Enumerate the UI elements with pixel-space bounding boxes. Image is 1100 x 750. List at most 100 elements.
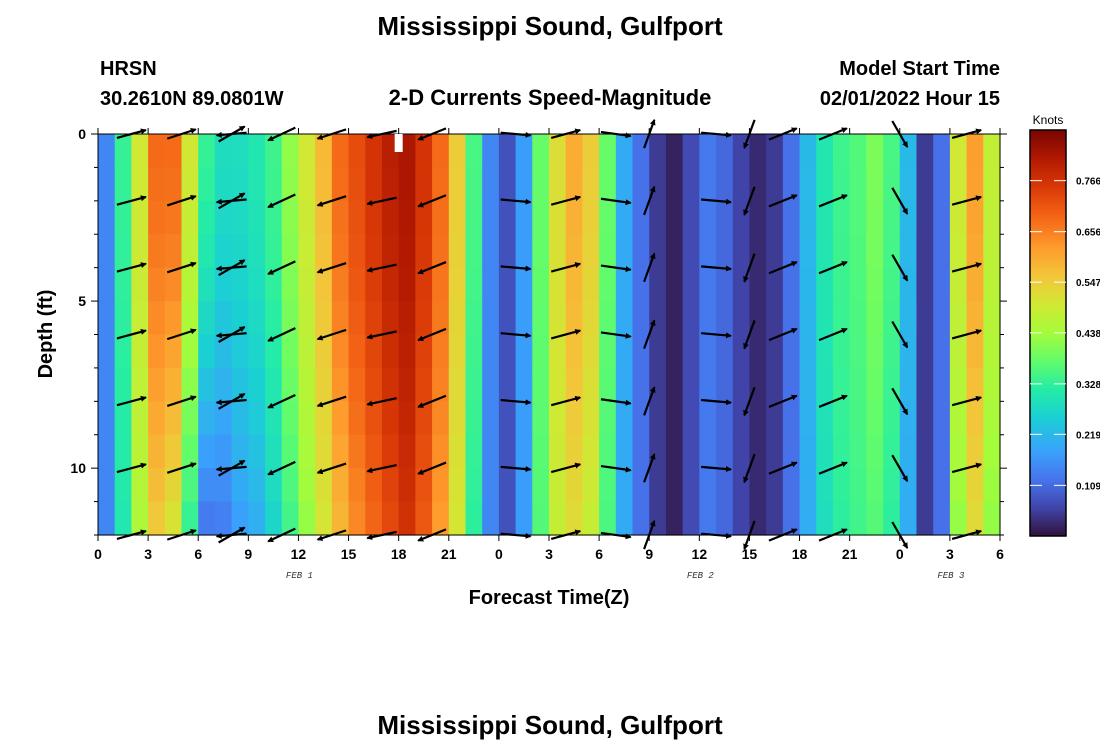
current-arrow bbox=[891, 454, 909, 483]
heatmap-cell bbox=[649, 167, 667, 202]
heatmap-cell bbox=[298, 434, 316, 469]
heatmap-cell bbox=[181, 167, 199, 202]
heatmap-cell bbox=[114, 334, 133, 369]
heatmap-cell bbox=[782, 167, 801, 202]
heatmap-cell bbox=[582, 501, 600, 536]
heatmap-cell bbox=[214, 200, 233, 235]
heatmap-cell bbox=[98, 134, 116, 169]
heatmap-cell bbox=[315, 401, 333, 436]
heatmap-cell bbox=[816, 434, 834, 469]
x-tick-label: 18 bbox=[391, 546, 407, 562]
heatmap-cell bbox=[465, 334, 483, 369]
heatmap-cell bbox=[281, 468, 300, 503]
heatmap-cell bbox=[749, 468, 767, 503]
current-arrow bbox=[417, 327, 447, 342]
heatmap-cell bbox=[916, 167, 934, 202]
heatmap-cell bbox=[465, 167, 483, 202]
heatmap-cell bbox=[799, 134, 817, 169]
current-arrow bbox=[550, 395, 582, 407]
heatmap-cell bbox=[298, 468, 316, 503]
heatmap-cell bbox=[448, 234, 467, 269]
current-arrow bbox=[267, 260, 296, 276]
heatmap-cell bbox=[381, 501, 400, 536]
heatmap-cell bbox=[933, 134, 951, 169]
heatmap-cell bbox=[916, 501, 934, 536]
heatmap-cell bbox=[298, 367, 316, 402]
heatmap-cell bbox=[498, 501, 517, 536]
heatmap-cell bbox=[866, 200, 884, 235]
heatmap-cell bbox=[198, 200, 216, 235]
heatmap-cell bbox=[866, 434, 884, 469]
current-arrow bbox=[768, 327, 798, 342]
heatmap-cell bbox=[532, 434, 550, 469]
heatmap-cell bbox=[682, 468, 700, 503]
heatmap-cell bbox=[532, 267, 550, 302]
heatmap-cell bbox=[682, 234, 700, 269]
current-arrow bbox=[951, 262, 983, 273]
x-tick-label: 3 bbox=[946, 546, 954, 562]
heatmap-cell bbox=[331, 501, 350, 536]
heatmap-cell bbox=[883, 468, 901, 503]
current-arrow bbox=[700, 198, 732, 205]
heatmap-cell bbox=[716, 200, 734, 235]
heatmap-cell bbox=[615, 334, 634, 369]
heatmap-cell bbox=[532, 468, 550, 503]
heatmap-cell bbox=[916, 434, 934, 469]
current-arrow bbox=[116, 462, 147, 474]
heatmap-cell bbox=[114, 501, 133, 536]
heatmap-cell bbox=[599, 367, 617, 402]
heatmap-cell bbox=[766, 501, 784, 536]
heatmap-cell bbox=[916, 468, 934, 503]
heatmap-cell bbox=[532, 501, 550, 536]
heatmap-cell bbox=[649, 200, 667, 235]
heatmap-cell bbox=[866, 468, 884, 503]
heatmap-cell bbox=[682, 167, 700, 202]
heatmap-cell bbox=[448, 267, 467, 302]
heatmap-cell bbox=[665, 134, 684, 169]
heatmap-cell bbox=[248, 501, 266, 536]
heatmap-cell bbox=[265, 234, 283, 269]
heatmap-cell bbox=[649, 401, 667, 436]
heatmap-cell bbox=[716, 334, 734, 369]
heatmap-cell bbox=[649, 501, 667, 536]
heatmap-cell bbox=[465, 301, 483, 336]
heatmap-cell bbox=[214, 301, 233, 336]
heatmap-cell bbox=[582, 234, 600, 269]
heatmap-cell bbox=[265, 501, 283, 536]
colorbar-tick-label: 0.219 bbox=[1076, 430, 1100, 441]
heatmap-cell bbox=[933, 234, 951, 269]
heatmap-cell bbox=[181, 234, 199, 269]
heatmap-cell bbox=[515, 234, 533, 269]
heatmap-cell bbox=[983, 301, 1001, 336]
heatmap-cell bbox=[181, 501, 199, 536]
heatmap-cell bbox=[866, 234, 884, 269]
heatmap-cell bbox=[214, 468, 233, 503]
heatmap-cell bbox=[949, 468, 968, 503]
heatmap-cell bbox=[899, 301, 918, 336]
heatmap-cell bbox=[966, 167, 984, 202]
heatmap-cell bbox=[198, 334, 216, 369]
heatmap-cell bbox=[181, 367, 199, 402]
heatmap-cell bbox=[615, 200, 634, 235]
heatmap-cell bbox=[949, 200, 968, 235]
current-arrow bbox=[700, 465, 732, 473]
heatmap-cell bbox=[799, 367, 817, 402]
heatmap-cell bbox=[532, 134, 550, 169]
axis-ticks bbox=[91, 128, 1007, 541]
heatmap-cell bbox=[148, 401, 166, 436]
heatmap-cell bbox=[549, 267, 567, 302]
heatmap-cell bbox=[114, 434, 133, 469]
heatmap-cell bbox=[949, 434, 968, 469]
heatmap-cell bbox=[348, 434, 366, 469]
heatmap-cell bbox=[565, 434, 584, 469]
speed-heatmap bbox=[98, 134, 1001, 536]
heatmap-cell bbox=[498, 234, 517, 269]
current-arrow bbox=[891, 187, 909, 215]
heatmap-cell bbox=[966, 367, 984, 402]
heatmap-cell bbox=[432, 401, 450, 436]
heatmap-cell bbox=[983, 334, 1001, 369]
heatmap-cell bbox=[749, 334, 767, 369]
heatmap-cell bbox=[415, 301, 433, 336]
heatmap-cell bbox=[699, 234, 717, 269]
heatmap-cell bbox=[348, 234, 366, 269]
